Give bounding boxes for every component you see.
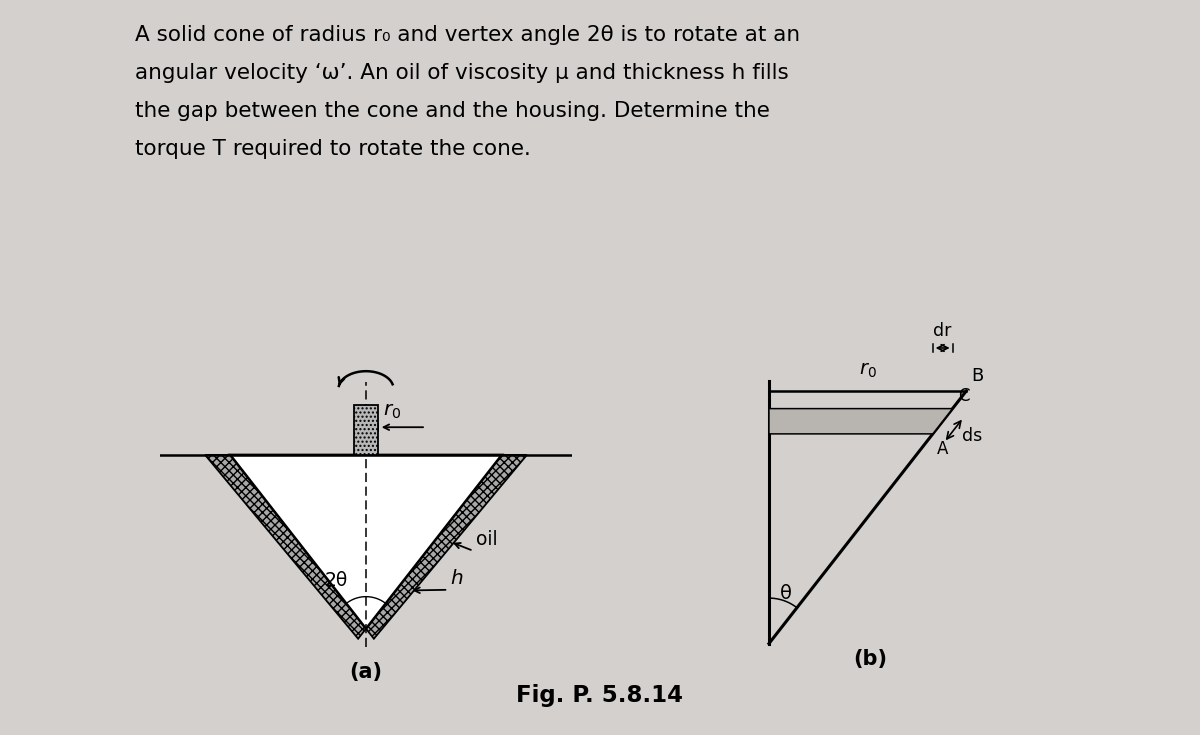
Text: $r_0$: $r_0$: [383, 402, 402, 421]
Text: (b): (b): [853, 649, 887, 669]
Polygon shape: [769, 409, 953, 434]
Text: h: h: [451, 568, 463, 587]
Polygon shape: [230, 455, 502, 628]
Polygon shape: [366, 455, 527, 639]
Text: angular velocity ‘ω’. An oil of viscosity μ and thickness h fills: angular velocity ‘ω’. An oil of viscosit…: [134, 63, 788, 83]
Text: A: A: [937, 440, 948, 458]
Text: dr: dr: [934, 322, 952, 340]
Text: r: r: [868, 412, 875, 431]
Text: θ: θ: [780, 584, 792, 603]
Text: (a): (a): [349, 662, 383, 682]
Text: $r_0$: $r_0$: [859, 361, 876, 380]
Text: torque T required to rotate the cone.: torque T required to rotate the cone.: [134, 139, 530, 159]
Bar: [354, 404, 378, 455]
Text: ds: ds: [962, 426, 983, 445]
Text: the gap between the cone and the housing. Determine the: the gap between the cone and the housing…: [134, 101, 770, 121]
Text: C: C: [959, 387, 970, 405]
Text: 2θ: 2θ: [325, 571, 348, 590]
Text: Fig. P. 5.8.14: Fig. P. 5.8.14: [516, 684, 684, 707]
Text: A solid cone of radius r₀ and vertex angle 2θ is to rotate at an: A solid cone of radius r₀ and vertex ang…: [134, 25, 800, 45]
Text: B: B: [971, 367, 984, 385]
Text: oil: oil: [475, 530, 497, 548]
Polygon shape: [205, 455, 366, 639]
